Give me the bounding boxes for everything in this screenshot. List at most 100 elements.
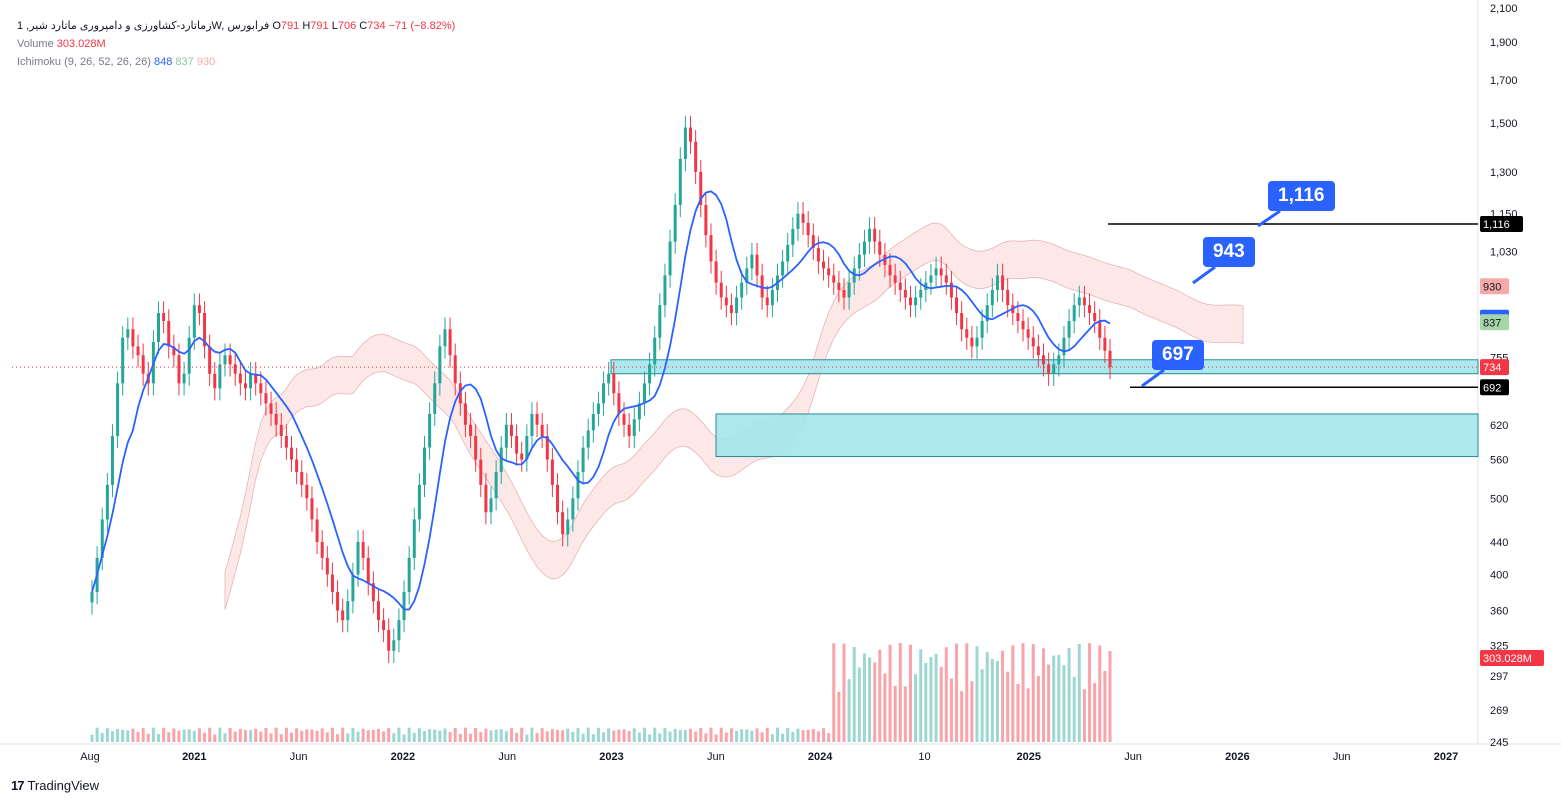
candle-body	[632, 419, 636, 436]
volume-bar	[648, 734, 652, 742]
callout-pointer	[1257, 209, 1281, 228]
volume-bar	[177, 730, 181, 742]
x-tick-label: Jun	[1333, 751, 1351, 763]
volume-bar	[806, 729, 810, 742]
volume-bar	[167, 732, 171, 742]
candle-body	[515, 435, 519, 454]
symbol-name[interactable]: زماتارد-کشاورزی و دامپروری ماتارد شیر, 1…	[17, 20, 270, 32]
candle-body	[489, 498, 493, 513]
volume-bar	[632, 728, 636, 742]
legend-volume-row[interactable]: Volume 303.028M	[17, 35, 455, 53]
candle-body	[274, 413, 278, 425]
candle-body	[525, 435, 529, 460]
candle-body	[463, 403, 467, 425]
volume-bar	[955, 643, 959, 742]
candle-body	[709, 235, 713, 262]
candle-body	[750, 254, 754, 269]
candle-body	[295, 459, 299, 472]
candle-body	[745, 268, 749, 283]
candle-body	[162, 313, 166, 322]
candle-body	[816, 248, 820, 262]
candle-body	[622, 413, 626, 425]
volume-bar	[382, 731, 386, 742]
candle-body	[908, 297, 912, 306]
volume-bar	[1093, 683, 1097, 742]
callout-943[interactable]: 943	[1203, 237, 1255, 267]
volume-bar	[699, 727, 703, 742]
candle-body	[1057, 355, 1061, 365]
volume-bar	[801, 730, 805, 742]
callout-pointer	[1192, 265, 1216, 285]
candle-body	[873, 228, 877, 242]
candle-body	[356, 541, 360, 575]
volume-bar	[105, 728, 109, 742]
volume-bar	[290, 732, 294, 742]
volume-bar	[351, 727, 355, 742]
volume-bar	[617, 729, 621, 742]
candle-body	[320, 541, 324, 558]
candle-body	[310, 498, 314, 520]
candle-body	[1077, 297, 1081, 306]
x-tick-label: 10	[918, 751, 930, 763]
candle-body	[1036, 346, 1040, 356]
volume-bar	[939, 666, 943, 742]
volume-bar	[484, 728, 488, 742]
candle-body	[914, 297, 918, 306]
candle-body	[985, 305, 989, 322]
volume-bar	[438, 730, 442, 742]
candle-body	[126, 329, 130, 338]
volume-bar	[965, 643, 969, 742]
candle-body	[837, 282, 841, 290]
volume-bar	[545, 731, 549, 742]
volume-bar	[975, 646, 979, 742]
price-tag-837	[1480, 314, 1509, 331]
candle-body	[949, 282, 953, 298]
candle-body	[760, 275, 764, 298]
candle-body	[249, 373, 253, 389]
volume-bar	[1082, 689, 1086, 742]
candle-body	[1041, 355, 1045, 365]
candle-body	[658, 305, 662, 338]
legend-ichimoku-row[interactable]: Ichimoku (9, 26, 52, 26, 26) 848 837 930	[17, 53, 455, 71]
volume-bar	[110, 731, 114, 742]
volume-bar	[1108, 651, 1112, 742]
volume-bar	[683, 730, 687, 742]
candle-body	[1021, 321, 1025, 330]
volume-bar	[356, 731, 360, 742]
volume-bar	[1026, 688, 1030, 742]
volume-bar	[591, 734, 595, 742]
volume-bar	[366, 730, 370, 742]
volume-bar	[264, 727, 268, 742]
volume-bar	[1011, 645, 1015, 742]
volume-label: Volume	[17, 38, 54, 50]
volume-bar	[515, 732, 519, 742]
candle-body	[341, 610, 345, 621]
candle-body	[254, 373, 258, 384]
volume-bar	[90, 734, 94, 742]
volume-bar	[663, 727, 667, 742]
candle-body	[141, 355, 145, 374]
y-tick-label: 1,700	[1490, 75, 1518, 87]
volume-bar	[689, 728, 693, 742]
tradingview-brand[interactable]: 17 TradingView	[11, 778, 99, 793]
volume-bar	[729, 728, 733, 742]
candle-body	[417, 484, 421, 520]
candle-body	[218, 364, 222, 389]
y-tick-label: 269	[1490, 705, 1508, 717]
callout-697[interactable]: 697	[1152, 340, 1204, 370]
volume-bar	[279, 734, 283, 742]
volume-bar	[888, 644, 892, 742]
candle-body	[412, 519, 416, 558]
candle-body	[740, 282, 744, 298]
ohlc-close: 734	[367, 20, 386, 32]
volume-bar	[479, 732, 483, 742]
candle-body	[862, 241, 866, 255]
candle-body	[1103, 337, 1107, 351]
volume-bar	[100, 732, 104, 742]
candle-body	[724, 297, 728, 306]
candle-body	[796, 213, 800, 229]
candle-body	[233, 364, 237, 374]
callout-1116[interactable]: 1,116	[1268, 181, 1335, 211]
volume-bar	[1036, 675, 1040, 742]
